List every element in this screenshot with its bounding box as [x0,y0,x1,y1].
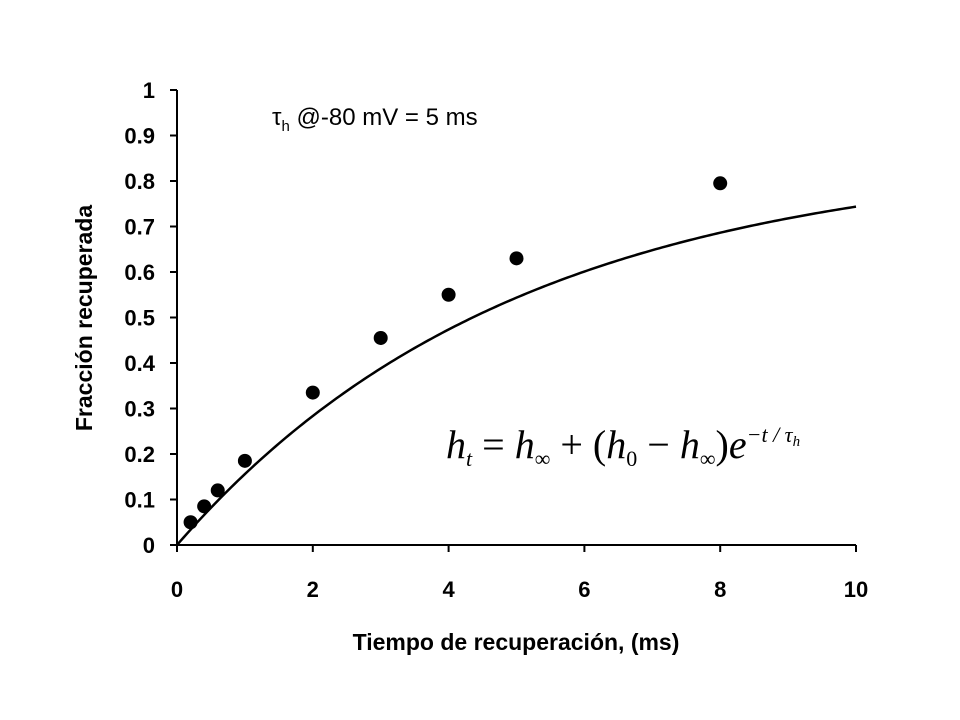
data-points [183,176,728,530]
y-tick-label: 0.4 [124,351,155,376]
x-tick-label: 4 [442,577,455,602]
fit-curve [176,205,857,546]
tau-subscript: h [281,118,289,135]
y-tick-label: 1 [143,78,155,103]
y-tick-label: 0.5 [124,306,155,331]
x-tick-label: 8 [714,577,726,602]
y-ticks [170,89,177,546]
tau-text: @-80 mV = 5 ms [290,104,478,131]
y-tick-label: 0.7 [124,215,155,240]
y-tick-label: 0 [143,533,155,558]
data-point [183,515,198,530]
y-tick-label: 0.8 [124,169,155,194]
formula: ht = h∞ + (h0 − h∞)e−t / τh [446,422,800,471]
data-point [441,287,456,302]
y-tick-labels: 0 0.1 0.2 0.3 0.4 0.5 0.6 0.7 0.8 0.9 1 [124,78,155,558]
x-tick-label: 2 [307,577,319,602]
axes [176,90,856,546]
x-tick-label: 10 [844,577,868,602]
tau-symbol: τ [272,104,282,131]
tau-annotation: τh @-80 mV = 5 ms [272,104,478,135]
data-point [305,385,320,400]
y-tick-label: 0.3 [124,397,155,422]
x-ticks [176,545,857,552]
data-point [210,483,225,498]
y-axis-title: Fracción recuperada [71,205,97,431]
x-axis-title: Tiempo de recuperación, (ms) [353,629,680,655]
data-point [713,176,728,191]
data-point [373,330,388,345]
x-tick-labels: 0 2 4 6 8 10 [171,577,868,602]
y-tick-label: 0.1 [124,488,155,513]
x-tick-label: 0 [171,577,183,602]
x-tick-label: 6 [578,577,590,602]
data-point [197,499,212,514]
y-tick-label: 0.6 [124,260,155,285]
svg-text:ht = h∞ + (h0 − h∞)e−t / τh: ht = h∞ + (h0 − h∞)e−t / τh [446,422,800,471]
data-point [237,453,252,468]
y-tick-label: 0.9 [124,124,155,149]
y-tick-label: 0.2 [124,442,155,467]
svg-text:τh @-80 mV = 5 ms: τh @-80 mV = 5 ms [272,104,478,135]
data-point [509,251,524,266]
